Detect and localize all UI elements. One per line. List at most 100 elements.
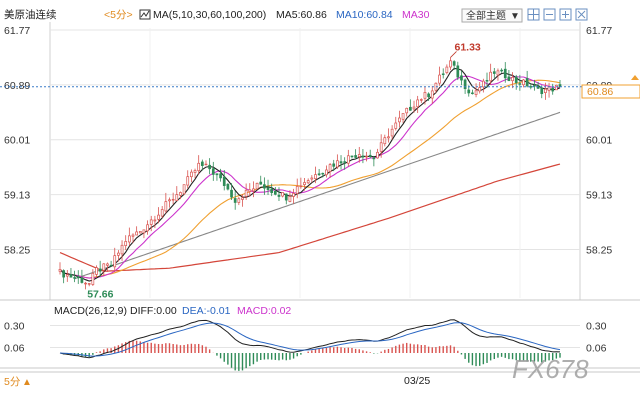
candle-body — [157, 214, 160, 220]
candle-body — [87, 283, 91, 285]
candle-body — [263, 184, 266, 189]
candle-body — [84, 282, 87, 285]
last-price-value: 60.86 — [587, 86, 613, 98]
period-up-arrow-icon[interactable]: ▲ — [22, 377, 32, 388]
candle-body — [368, 154, 372, 158]
macd-y-tick-label-left: 0.30 — [4, 321, 25, 333]
theme-dropdown-label: 全部主题 — [466, 9, 506, 22]
candle-body — [394, 122, 398, 129]
candle-body — [452, 61, 456, 66]
candle-body — [102, 263, 106, 271]
theme-dropdown[interactable] — [461, 8, 523, 23]
candle-body — [233, 198, 237, 203]
candle-body — [321, 172, 325, 175]
ma30-line — [59, 79, 561, 279]
candle-body — [536, 85, 540, 89]
zoom-out-icon[interactable] — [543, 8, 556, 21]
candle-body — [295, 186, 299, 194]
macd-dea-line — [59, 322, 561, 357]
y-tick-label-left: 60.89 — [4, 80, 30, 92]
grid-toggle-icon[interactable] — [527, 8, 540, 21]
candle-body — [226, 183, 230, 190]
candle-body — [160, 209, 164, 217]
candle-body — [138, 231, 142, 234]
candle-body — [419, 99, 423, 101]
macd-diff-value: DIFF:0.00 — [130, 305, 177, 317]
candle-body — [273, 190, 277, 195]
low-price-label: 57.66 — [87, 288, 113, 300]
candle-body — [456, 65, 460, 78]
candle-body — [164, 201, 168, 212]
y-tick-label-left: 60.01 — [4, 135, 30, 147]
candle-body — [336, 160, 339, 168]
fullscreen-icon[interactable] — [575, 8, 588, 21]
candle-body — [416, 99, 420, 108]
high-price-label: 61.33 — [455, 41, 481, 53]
candle-body — [179, 192, 182, 196]
candle-body — [171, 198, 175, 201]
candle-body — [175, 194, 179, 201]
candle-body — [270, 188, 274, 194]
candle-body — [390, 128, 394, 137]
candle-body — [230, 189, 233, 198]
candle-body — [376, 151, 379, 159]
candle-body — [109, 264, 113, 267]
candle-body — [460, 75, 463, 81]
candle-body — [463, 79, 467, 90]
candle-body — [357, 154, 361, 157]
candle-body — [222, 176, 226, 186]
candle-body — [398, 117, 401, 123]
candle-body — [467, 89, 471, 94]
candle-body — [106, 263, 109, 266]
candle-body — [149, 219, 153, 225]
candle-body — [449, 60, 452, 68]
candle-body — [507, 76, 511, 82]
candle-body — [197, 162, 201, 172]
y-tick-label-left: 59.13 — [4, 190, 30, 202]
candle-body — [255, 182, 259, 190]
candle-body — [252, 188, 255, 192]
ma10-value: MA10:60.84 — [336, 9, 393, 21]
candle-body — [113, 255, 117, 268]
ma5-value: MA5:60.86 — [276, 9, 327, 21]
period-label[interactable]: 5分 — [4, 376, 21, 388]
candle-body — [241, 197, 244, 200]
candle-body — [332, 163, 336, 167]
candle-body — [514, 76, 518, 83]
candle-body — [423, 92, 427, 99]
candle-body — [328, 164, 332, 172]
chevron-down-icon: ▼ — [510, 11, 520, 22]
candle-body — [248, 189, 252, 192]
candle-body — [511, 76, 514, 82]
macd-y-tick-label-right: 0.30 — [586, 321, 607, 333]
ma-toggle-icon-glyph — [140, 10, 150, 18]
candle-body — [361, 155, 365, 158]
symbol-title: 美原油连续 — [4, 8, 57, 21]
last-price-tag — [581, 84, 640, 99]
candle-body — [204, 163, 208, 166]
y-tick-label-right: 60.01 — [586, 135, 612, 147]
candle-body — [200, 161, 204, 166]
candle-body — [193, 170, 197, 173]
candle-body — [69, 274, 73, 278]
ma10-line — [59, 75, 561, 279]
candle-body — [190, 171, 193, 178]
zoom-in-icon[interactable] — [559, 8, 572, 21]
ma60-line — [74, 111, 561, 280]
candle-body — [284, 193, 288, 201]
y-tick-label-right: 58.25 — [586, 244, 612, 256]
candle-body — [518, 83, 522, 85]
candle-body — [277, 194, 281, 197]
candle-body — [489, 71, 493, 82]
ma-params: MA(5,10,30,60,100,200) — [153, 9, 266, 21]
ma-toggle-icon[interactable] — [139, 9, 151, 20]
price-up-arrow-icon — [631, 75, 639, 80]
macd-params: MACD(26,12,9) — [54, 305, 127, 317]
candle-body — [153, 219, 157, 222]
macd-value: MACD:0.02 — [237, 305, 291, 317]
candle-body — [215, 173, 219, 176]
interval-label[interactable]: <5分> — [104, 9, 133, 21]
candle-body — [73, 277, 76, 279]
